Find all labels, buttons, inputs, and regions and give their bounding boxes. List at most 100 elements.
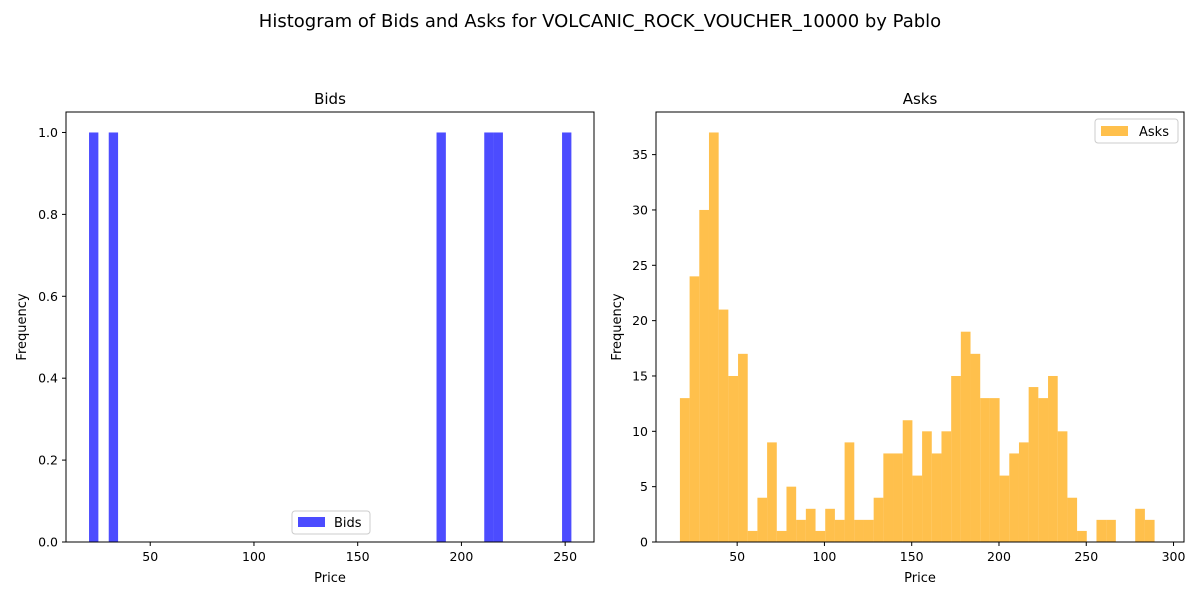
asks-bar-30 [970, 353, 981, 542]
asks-bar-16 [834, 519, 845, 542]
asks-bar-7 [747, 530, 758, 542]
asks-bar-35 [1018, 442, 1029, 542]
asks-subplot: Asks 50 100 150 200 250 300 0 5 10 15 20 25 30 35 Pr… [610, 90, 1186, 586]
bids-x-tick-label: 200 [449, 549, 473, 564]
asks-bar-32 [989, 398, 1000, 542]
asks-y-tick-label: 15 [632, 368, 648, 383]
asks-legend-swatch [1101, 126, 1128, 136]
bids-x-tick-label: 50 [142, 549, 158, 564]
bids-y-tick-label: 0.0 [38, 535, 58, 550]
asks-bar-3 [708, 132, 719, 543]
asks-bar-22 [893, 453, 903, 542]
asks-bar-2 [699, 209, 709, 542]
asks-y-label: Frequency [610, 293, 625, 360]
asks-bar-36 [1028, 387, 1039, 542]
asks-bar-28 [951, 375, 961, 542]
asks-legend-label: Asks [1139, 125, 1169, 140]
asks-legend-box [1094, 118, 1179, 144]
asks-bar-27 [941, 431, 952, 542]
asks-bar-43 [1096, 519, 1107, 542]
asks-bar-21 [883, 453, 894, 542]
asks-bar-40 [1067, 497, 1078, 542]
bids-y-tick-label: 1.0 [38, 125, 58, 140]
asks-bar-31 [980, 398, 990, 542]
asks-x-ticks: 50 100 150 200 250 300 [729, 542, 1186, 564]
asks-bars [679, 132, 1155, 543]
bids-y-tick-label: 0.4 [38, 371, 58, 386]
asks-y-tick-label: 0 [640, 535, 648, 550]
asks-bar-10 [776, 530, 787, 542]
bids-legend-box [291, 510, 371, 535]
asks-bar-19 [863, 519, 874, 542]
asks-bar-24 [912, 475, 923, 542]
asks-bar-41 [1077, 530, 1087, 542]
asks-bar-20 [873, 497, 884, 542]
bids-y-tick-label: 0.6 [38, 289, 58, 304]
asks-bar-0 [679, 398, 690, 542]
asks-x-tick-label: 300 [1162, 549, 1186, 564]
bids-x-tick-label: 250 [553, 549, 577, 564]
bids-axes-frame [65, 111, 595, 543]
bids-subplot: Bids 50 100 150 200 250 0.0 0.2 0.4 0.6 0.8 1.0 P… [15, 90, 595, 586]
asks-bar-13 [805, 508, 816, 542]
asks-bar-9 [767, 442, 777, 542]
asks-bar-23 [902, 420, 913, 542]
bids-legend-label: Bids [334, 516, 362, 531]
asks-x-tick-label: 50 [729, 549, 745, 564]
bids-bars [89, 132, 572, 543]
bids-bar-3 [484, 132, 494, 543]
asks-bar-38 [1048, 375, 1058, 542]
asks-bar-4 [718, 309, 729, 542]
asks-bar-25 [922, 431, 932, 542]
asks-bar-8 [757, 497, 768, 542]
asks-bar-39 [1057, 431, 1068, 542]
bids-y-label: Frequency [15, 293, 30, 360]
bids-bar-0 [89, 132, 99, 543]
asks-y-tick-label: 20 [632, 313, 648, 328]
asks-x-label: Price [904, 571, 936, 586]
asks-legend: Asks [1094, 118, 1179, 144]
bids-bar-5 [562, 132, 572, 543]
asks-bar-29 [960, 331, 971, 542]
asks-bar-12 [796, 519, 806, 542]
asks-bar-44 [1106, 519, 1116, 542]
bids-title: Bids [314, 90, 346, 108]
asks-bar-37 [1038, 398, 1049, 542]
asks-bar-11 [786, 486, 797, 542]
bids-bar-2 [436, 132, 446, 543]
asks-x-tick-label: 250 [1074, 549, 1098, 564]
asks-y-ticks: 0 5 10 15 20 25 30 35 [632, 147, 656, 550]
bids-y-tick-label: 0.2 [38, 453, 58, 468]
bids-x-tick-label: 150 [346, 549, 370, 564]
asks-bar-34 [1009, 453, 1019, 542]
asks-y-tick-label: 25 [632, 258, 648, 273]
asks-bar-33 [999, 475, 1010, 542]
asks-bar-26 [931, 453, 942, 542]
bids-legend-swatch [298, 517, 325, 527]
bids-bar-4 [493, 132, 503, 543]
bids-x-label: Price [314, 571, 346, 586]
asks-y-tick-label: 30 [632, 202, 648, 217]
bids-bar-1 [108, 132, 119, 543]
asks-y-tick-label: 10 [632, 424, 648, 439]
asks-bar-14 [815, 530, 826, 542]
figure-title: Histogram of Bids and Asks for VOLCANIC_… [259, 11, 941, 32]
asks-y-tick-label: 5 [640, 479, 648, 494]
asks-bar-15 [825, 508, 835, 542]
bids-y-tick-label: 0.8 [38, 207, 58, 222]
asks-title: Asks [903, 90, 938, 108]
asks-x-tick-label: 100 [813, 549, 837, 564]
asks-x-tick-label: 200 [987, 549, 1011, 564]
asks-bar-47 [1135, 508, 1145, 542]
asks-axes-frame [655, 111, 1185, 543]
asks-bar-18 [854, 519, 864, 542]
asks-bar-17 [844, 442, 855, 542]
asks-y-tick-label: 35 [632, 147, 648, 162]
bids-x-tick-label: 100 [242, 549, 266, 564]
bids-y-ticks: 0.0 0.2 0.4 0.6 0.8 1.0 [38, 125, 66, 550]
asks-bar-6 [738, 353, 748, 542]
bids-x-ticks: 50 100 150 200 250 [142, 542, 577, 564]
asks-bar-5 [728, 375, 739, 542]
